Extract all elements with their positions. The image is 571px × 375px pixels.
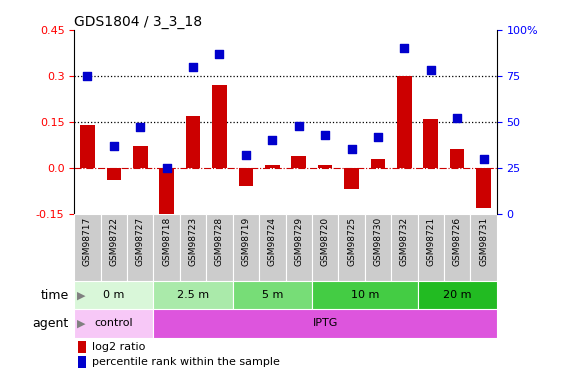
Bar <box>154 281 233 309</box>
Bar <box>233 281 312 309</box>
Bar <box>80 125 95 168</box>
Text: GSM98727: GSM98727 <box>136 217 145 266</box>
Text: GSM98723: GSM98723 <box>188 217 198 266</box>
Point <box>215 51 224 57</box>
Text: GSM98726: GSM98726 <box>453 217 462 266</box>
Bar <box>476 168 491 208</box>
Text: 10 m: 10 m <box>351 290 379 300</box>
Text: 0 m: 0 m <box>103 290 124 300</box>
Text: IPTG: IPTG <box>312 318 338 328</box>
Bar <box>444 214 471 281</box>
Text: percentile rank within the sample: percentile rank within the sample <box>93 357 280 367</box>
Bar <box>291 156 306 168</box>
Point <box>347 146 356 152</box>
Bar <box>239 168 253 186</box>
Text: ▶: ▶ <box>77 318 86 328</box>
Bar <box>371 159 385 168</box>
Point <box>83 73 92 79</box>
Bar <box>78 341 86 352</box>
Text: ▶: ▶ <box>77 290 86 300</box>
Text: log2 ratio: log2 ratio <box>93 342 146 352</box>
Bar <box>318 165 332 168</box>
Text: GSM98731: GSM98731 <box>479 217 488 266</box>
Text: GSM98717: GSM98717 <box>83 217 92 266</box>
Bar <box>286 214 312 281</box>
Point <box>162 165 171 171</box>
Text: GSM98728: GSM98728 <box>215 217 224 266</box>
Bar <box>338 214 365 281</box>
Bar <box>154 214 180 281</box>
Point <box>242 152 251 158</box>
Bar <box>312 214 338 281</box>
Bar <box>365 214 391 281</box>
Text: GDS1804 / 3_3_18: GDS1804 / 3_3_18 <box>74 15 202 29</box>
Point <box>188 64 198 70</box>
Text: GSM98732: GSM98732 <box>400 217 409 266</box>
Bar <box>424 119 438 168</box>
Text: GSM98724: GSM98724 <box>268 217 277 266</box>
Bar <box>74 214 100 281</box>
Bar <box>259 214 286 281</box>
Point <box>136 124 145 130</box>
Text: GSM98730: GSM98730 <box>373 217 383 266</box>
Point <box>268 137 277 143</box>
Point <box>294 123 303 129</box>
Text: GSM98718: GSM98718 <box>162 217 171 266</box>
Text: GSM98721: GSM98721 <box>426 217 435 266</box>
Bar <box>74 309 154 338</box>
Text: time: time <box>41 289 69 302</box>
Text: GSM98719: GSM98719 <box>242 217 251 266</box>
Bar <box>265 165 280 168</box>
Bar <box>180 214 206 281</box>
Point <box>479 156 488 162</box>
Bar <box>107 168 121 180</box>
Bar <box>100 214 127 281</box>
Bar <box>78 356 86 368</box>
Text: 5 m: 5 m <box>262 290 283 300</box>
Bar <box>133 146 147 168</box>
Text: control: control <box>95 318 133 328</box>
Bar <box>186 116 200 168</box>
Bar <box>471 214 497 281</box>
Text: agent: agent <box>33 317 69 330</box>
Bar <box>450 149 464 168</box>
Text: GSM98720: GSM98720 <box>320 217 329 266</box>
Text: 20 m: 20 m <box>443 290 472 300</box>
Point <box>109 143 118 149</box>
Bar <box>391 214 417 281</box>
Point <box>373 134 383 140</box>
Point <box>320 132 329 138</box>
Bar <box>74 281 154 309</box>
Point <box>426 68 435 74</box>
Bar <box>417 214 444 281</box>
Point <box>453 115 462 121</box>
Text: 2.5 m: 2.5 m <box>177 290 209 300</box>
Bar <box>312 281 417 309</box>
Bar <box>159 168 174 226</box>
Bar <box>212 85 227 168</box>
Text: GSM98722: GSM98722 <box>109 217 118 266</box>
Point <box>400 45 409 51</box>
Bar <box>233 214 259 281</box>
Bar <box>397 76 412 168</box>
Bar <box>154 309 497 338</box>
Bar <box>127 214 154 281</box>
Text: GSM98725: GSM98725 <box>347 217 356 266</box>
Bar <box>206 214 233 281</box>
Bar <box>344 168 359 189</box>
Bar <box>417 281 497 309</box>
Text: GSM98729: GSM98729 <box>294 217 303 266</box>
